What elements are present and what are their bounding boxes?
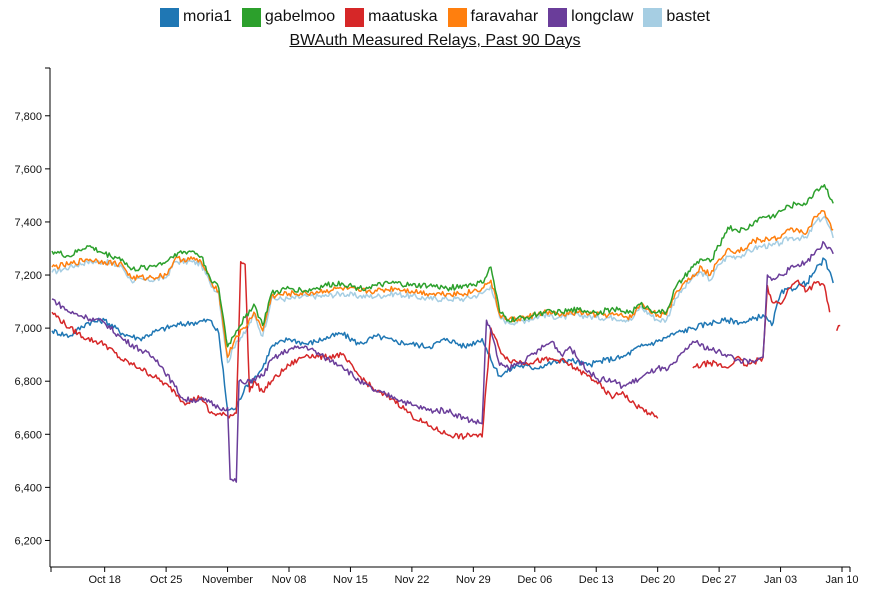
y-tick-label: 6,200 [14, 535, 42, 547]
y-tick-label: 6,600 [14, 429, 42, 441]
x-tick-label: Jan 03 [764, 574, 797, 586]
legend-swatch [643, 7, 663, 27]
x-tick-label: Dec 06 [517, 574, 552, 586]
y-tick-label: 7,000 [14, 323, 42, 335]
chart-legend: moria1 gabelmoo maatuska faravahar longclaw b… [0, 6, 870, 28]
series-line-longclaw [51, 240, 834, 483]
series-line-gabelmoo [51, 184, 834, 348]
x-tick-label: Jan 10 [825, 574, 858, 586]
legend-label: maatuska [368, 8, 438, 25]
y-tick-label: 7,800 [14, 111, 42, 123]
legend-swatch [447, 7, 467, 27]
y-tick-label: 6,400 [14, 482, 42, 494]
legend-label: moria1 [182, 8, 232, 25]
legend-swatch [159, 7, 179, 27]
x-tick-label: Oct 18 [88, 574, 120, 586]
y-tick-label: 7,400 [14, 217, 42, 229]
legend-swatch [241, 7, 261, 27]
legend-swatch [345, 7, 365, 27]
x-tick-label: November [202, 574, 253, 586]
series-line-maatuska [835, 324, 841, 332]
x-tick-label: Nov 22 [394, 574, 429, 586]
legend-item-longclaw[interactable]: longclaw [548, 7, 634, 27]
series-line-bastet [51, 215, 834, 364]
x-tick-label: Dec 20 [640, 574, 675, 586]
legend-item-bastet[interactable]: bastet [643, 7, 710, 27]
series-line-maatuska [692, 279, 831, 369]
legend-swatch [548, 7, 568, 27]
x-tick-label: Oct 25 [150, 574, 182, 586]
x-tick-label: Nov 29 [456, 574, 491, 586]
legend-item-moria1[interactable]: moria1 [159, 7, 232, 27]
x-tick-label: Nov 08 [272, 574, 307, 586]
legend-label: longclaw [571, 8, 634, 25]
y-tick-label: 6,800 [14, 376, 42, 388]
y-tick-label: 7,600 [14, 164, 42, 176]
y-tick-label: 7,200 [14, 270, 42, 282]
legend-item-faravahar[interactable]: faravahar [447, 7, 539, 27]
x-tick-label: Dec 13 [579, 574, 614, 586]
series-line-moria1 [51, 257, 834, 412]
legend-item-maatuska[interactable]: maatuska [345, 7, 438, 27]
series-line-faravahar [51, 209, 834, 359]
legend-label: faravahar [470, 8, 539, 25]
x-tick-label: Nov 15 [333, 574, 368, 586]
x-tick-label: Dec 27 [702, 574, 737, 586]
series-line-maatuska [51, 261, 659, 440]
legend-label: gabelmoo [264, 8, 336, 25]
legend-item-gabelmoo[interactable]: gabelmoo [241, 7, 336, 27]
chart-title: BWAuth Measured Relays, Past 90 Days [289, 32, 581, 49]
legend-label: bastet [666, 8, 710, 25]
